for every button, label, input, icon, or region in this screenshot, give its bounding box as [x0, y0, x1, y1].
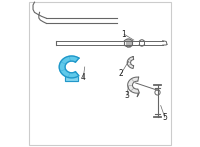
- Text: 5: 5: [162, 113, 167, 122]
- Text: 4: 4: [81, 73, 86, 82]
- Polygon shape: [65, 77, 78, 81]
- Text: 1: 1: [122, 30, 126, 39]
- Text: 3: 3: [125, 91, 129, 100]
- Text: 2: 2: [119, 69, 123, 78]
- Polygon shape: [128, 77, 139, 97]
- Polygon shape: [59, 56, 79, 78]
- Polygon shape: [127, 57, 134, 69]
